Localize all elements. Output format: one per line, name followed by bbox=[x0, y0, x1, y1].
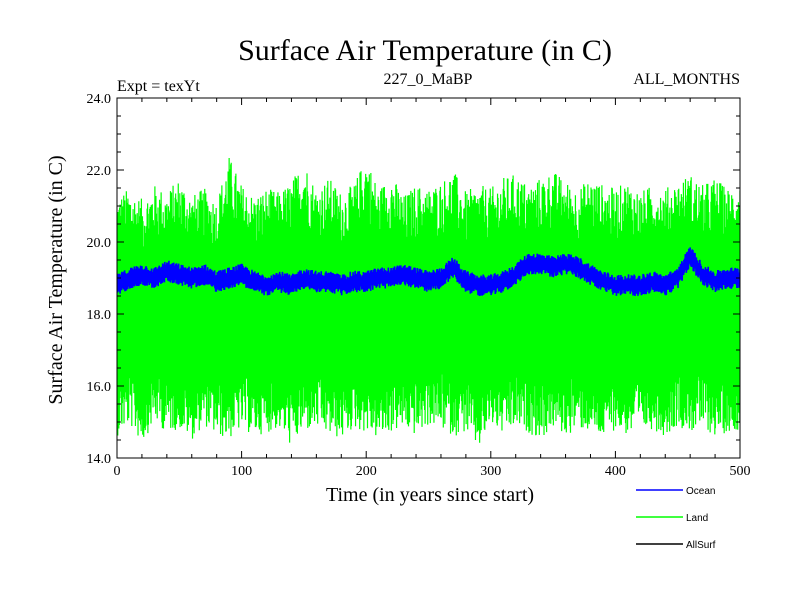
y-tick-label: 16.0 bbox=[87, 380, 112, 395]
legend-label-land: Land bbox=[686, 513, 708, 524]
chart-title: Surface Air Temperature (in C) bbox=[238, 34, 612, 67]
y-tick-label: 24.0 bbox=[87, 92, 112, 107]
x-tick-label: 200 bbox=[356, 464, 377, 479]
legend-label-allsurf: AllSurf bbox=[686, 540, 716, 551]
x-tick-label: 300 bbox=[480, 464, 501, 479]
series-ocean-line bbox=[117, 247, 740, 296]
x-tick-label: 100 bbox=[231, 464, 252, 479]
series-land-line bbox=[117, 157, 740, 443]
chart-subtitle-center: 227_0_MaBP bbox=[384, 71, 473, 88]
series-layer bbox=[117, 157, 740, 443]
y-tick-label: 18.0 bbox=[87, 308, 112, 323]
x-tick-label: 0 bbox=[114, 464, 121, 479]
y-tick-label: 14.0 bbox=[87, 452, 112, 467]
chart-subtitle-right: ALL_MONTHS bbox=[633, 71, 740, 88]
chart-subtitle-left: Expt = texYt bbox=[117, 78, 200, 95]
x-tick-label: 500 bbox=[730, 464, 751, 479]
y-tick-label: 22.0 bbox=[87, 164, 112, 179]
x-tick-label: 400 bbox=[605, 464, 626, 479]
y-tick-label: 20.0 bbox=[87, 236, 112, 251]
x-axis-label: Time (in years since start) bbox=[326, 484, 534, 506]
y-axis-label: Surface Air Temperature (in C) bbox=[45, 155, 67, 404]
ticks-layer: 0 100 200 300 400 500 14.0 16.0 18.0 20.0 22.0 24.0 bbox=[87, 92, 751, 479]
legend: Ocean Land AllSurf bbox=[636, 486, 716, 551]
legend-label-ocean: Ocean bbox=[686, 486, 715, 497]
